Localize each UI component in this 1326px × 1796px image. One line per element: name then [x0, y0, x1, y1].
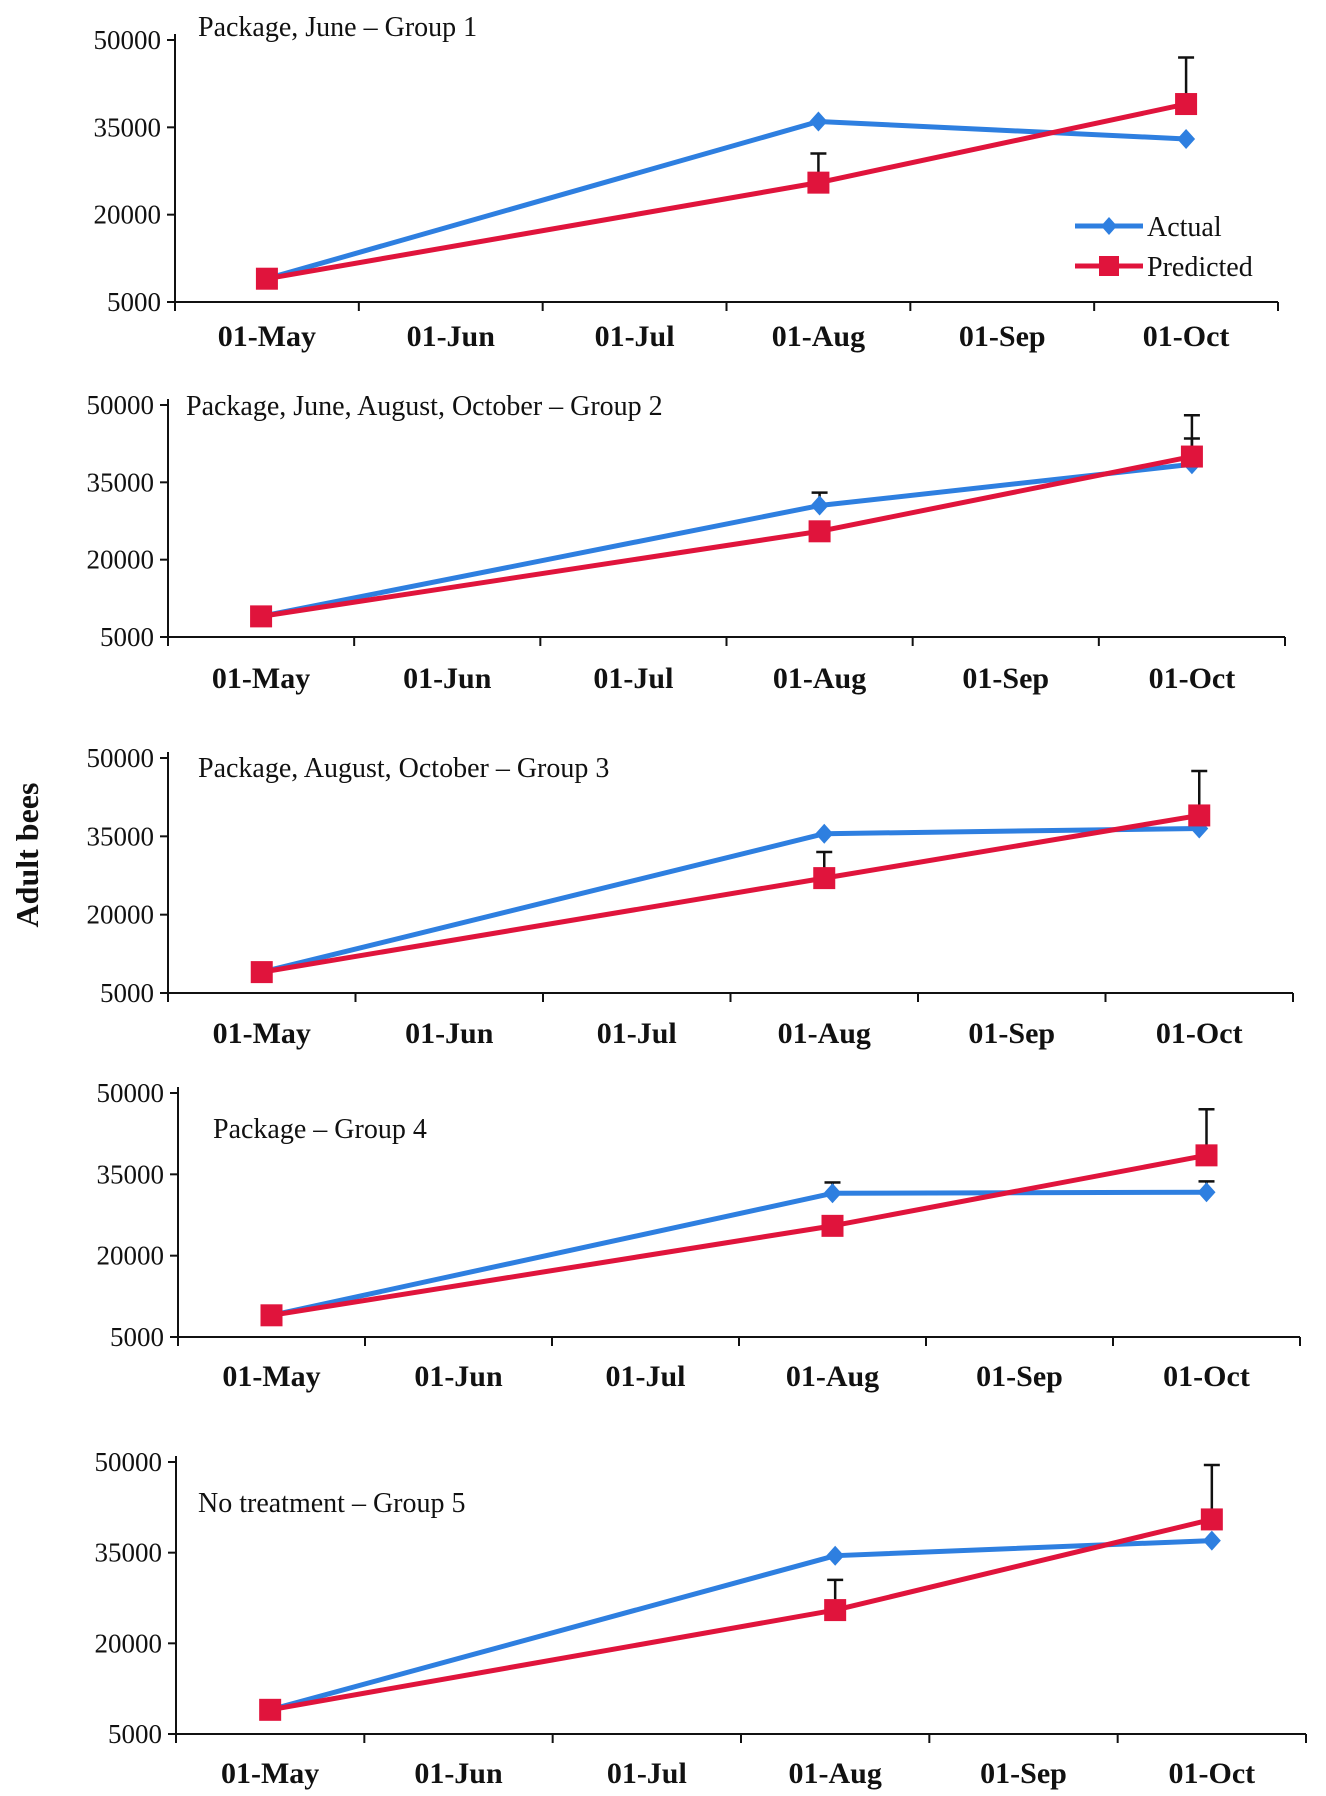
x-tick-label: 01-Jun: [405, 1017, 494, 1050]
x-tick-label: 01-Oct: [1143, 320, 1230, 353]
data-point-predicted: [1188, 804, 1211, 827]
y-tick-label: 35000: [87, 821, 155, 851]
y-tick-label: 50000: [87, 743, 155, 773]
data-point-actual: [809, 111, 828, 132]
panel-group-5: 50000 35000 20000 5000 01-May 01-Jun 01-Jul 01-…: [95, 1447, 1307, 1790]
x-tick-label: 01-Jun: [407, 320, 496, 353]
x-tick-label: 01-Sep: [976, 1360, 1063, 1393]
y-tick-label: 50000: [87, 390, 155, 420]
y-tick-label: 35000: [87, 467, 155, 497]
data-point-predicted: [807, 171, 830, 194]
y-tick-label: 20000: [97, 1241, 165, 1271]
y-tick-label: 50000: [97, 1078, 165, 1108]
x-tick-label: 01-May: [212, 662, 310, 695]
x-tick-label: 01-Sep: [968, 1017, 1055, 1050]
data-point-actual: [815, 823, 834, 844]
data-point-predicted: [255, 267, 278, 290]
x-tick-label: 01-Aug: [786, 1360, 879, 1393]
y-tick-label: 20000: [87, 545, 155, 575]
data-point-predicted: [259, 1698, 282, 1721]
data-point-actual: [1197, 1182, 1216, 1203]
series-line-predicted: [261, 812, 1200, 975]
x-tick-label: 01-Aug: [788, 1757, 881, 1790]
y-tick-label: 50000: [94, 25, 162, 55]
data-point-actual: [1202, 1530, 1221, 1551]
data-point-actual: [1177, 128, 1196, 149]
panel-title: Package – Group 4: [213, 1114, 427, 1145]
data-point-predicted: [813, 867, 836, 890]
x-tick-label: 01-Jun: [403, 662, 492, 695]
x-tick-label: 01-Jun: [414, 1360, 503, 1393]
y-axis-label: Adult bees: [9, 783, 45, 928]
y-tick-label: 35000: [97, 1159, 165, 1189]
data-point-predicted: [1175, 93, 1198, 116]
panel-title: Package, August, October – Group 3: [198, 753, 609, 784]
y-tick-label: 20000: [94, 200, 162, 230]
x-tick-label: 01-May: [218, 320, 316, 353]
x-tick-label: 01-Jul: [597, 1017, 677, 1050]
data-point-predicted: [1200, 1508, 1223, 1531]
x-tick-label: 01-Jun: [414, 1757, 503, 1790]
legend-label: Actual: [1147, 212, 1222, 243]
x-tick-label: 01-Oct: [1163, 1360, 1250, 1393]
y-tick-label: 20000: [95, 1628, 163, 1658]
x-tick-label: 01-Jul: [593, 662, 673, 695]
x-tick-label: 01-Jul: [607, 1757, 687, 1790]
x-tick-label: 01-Sep: [980, 1757, 1067, 1790]
legend-marker: [1099, 256, 1119, 276]
panel-title: Package, June – Group 1: [198, 12, 477, 43]
y-tick-label: 35000: [94, 112, 162, 142]
y-tick-label: 5000: [100, 978, 154, 1008]
x-tick-label: 01-Oct: [1149, 662, 1236, 695]
data-point-predicted: [824, 1599, 847, 1622]
panel-group-1: 50000 35000 20000 5000 01-May 01-Jun 01-Jul 01-…: [94, 12, 1279, 353]
x-tick-label: 01-Oct: [1156, 1017, 1243, 1050]
x-tick-label: 01-Aug: [772, 320, 865, 353]
panel-title: Package, June, August, October – Group 2: [186, 391, 663, 422]
panel-group-3: 50000 35000 20000 5000 01-May 01-Jun 01-Jul 01-…: [87, 743, 1294, 1050]
data-point-actual: [826, 1545, 845, 1566]
data-point-predicted: [821, 1214, 844, 1237]
y-tick-label: 5000: [100, 622, 154, 652]
series-line-actual: [270, 1189, 1207, 1318]
data-point-predicted: [1180, 445, 1203, 468]
panel-title: No treatment – Group 5: [198, 1488, 466, 1519]
data-point-predicted: [1195, 1144, 1218, 1167]
x-tick-label: 01-May: [221, 1757, 319, 1790]
x-tick-label: 01-Aug: [778, 1017, 871, 1050]
data-point-predicted: [250, 605, 273, 628]
series-line-predicted: [271, 1152, 1207, 1318]
x-tick-label: 01-Sep: [962, 662, 1049, 695]
x-tick-label: 01-Jul: [595, 320, 675, 353]
legend-marker: [1101, 217, 1117, 235]
data-point-actual: [823, 1183, 842, 1204]
data-point-actual: [810, 495, 829, 516]
panel-group-4: 50000 35000 20000 5000 01-May 01-Jun 01-Jul 01-…: [97, 1078, 1301, 1393]
data-point-predicted: [250, 961, 273, 984]
y-tick-label: 5000: [107, 287, 161, 317]
y-tick-label: 20000: [87, 900, 155, 930]
y-tick-label: 5000: [108, 1719, 162, 1749]
y-tick-label: 50000: [95, 1447, 163, 1477]
x-tick-label: 01-Oct: [1169, 1757, 1256, 1790]
data-point-predicted: [260, 1304, 283, 1327]
x-tick-label: 01-Aug: [773, 662, 866, 695]
panel-group-2: 50000 35000 20000 5000 01-May 01-Jun 01-Jul 01-…: [87, 390, 1286, 695]
y-tick-label: 5000: [110, 1322, 164, 1352]
data-point-predicted: [808, 520, 831, 543]
y-tick-label: 35000: [95, 1538, 163, 1568]
x-tick-label: 01-May: [213, 1017, 311, 1050]
legend-label: Predicted: [1147, 252, 1253, 283]
x-tick-label: 01-May: [222, 1360, 320, 1393]
x-tick-label: 01-Jul: [605, 1360, 685, 1393]
x-tick-label: 01-Sep: [959, 320, 1046, 353]
